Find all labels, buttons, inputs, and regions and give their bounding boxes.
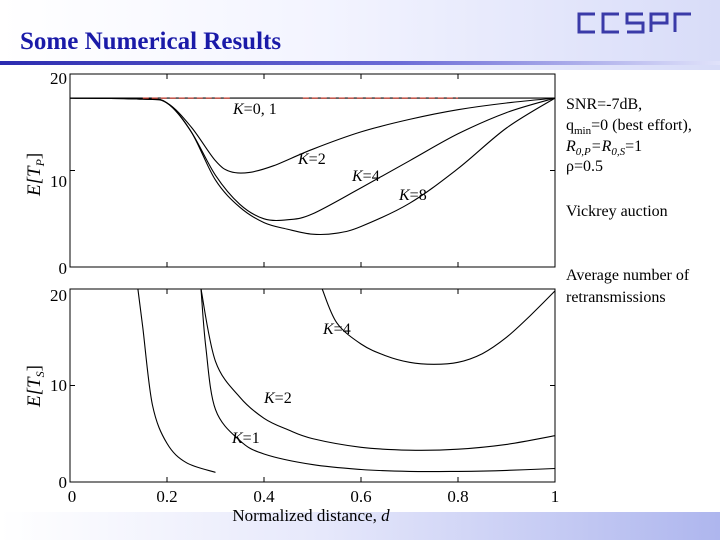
top-series-group xyxy=(70,97,555,236)
bottom-series-line-k-4 xyxy=(321,289,555,365)
bottom-series-line-extra-3 xyxy=(137,289,216,473)
annotation-qmin: qmin=0 (best effort), xyxy=(566,117,692,137)
top-ytick-label: 10 xyxy=(50,172,67,191)
bottom-y-axis-label: E[TS] xyxy=(24,365,47,408)
ccspr-logo xyxy=(577,12,691,34)
title-rule xyxy=(0,61,720,65)
xtick-label: 0.8 xyxy=(447,487,468,506)
xtick-label: 0 xyxy=(68,487,77,506)
bottom-ytick-label: 20 xyxy=(50,286,67,305)
curve-label-k2: K=2 xyxy=(297,151,326,168)
slide-title: Some Numerical Results xyxy=(20,28,282,55)
x-axis-label: Normalized distance, d xyxy=(232,506,390,525)
annotation-avg-line2: retransmissions xyxy=(566,289,666,306)
annotation-auction: Vickrey auction xyxy=(566,203,668,220)
xtick-label: 0.2 xyxy=(156,487,177,506)
xtick-label: 0.4 xyxy=(253,487,275,506)
top-series-line-k-8 xyxy=(70,97,555,236)
curve-label-k1: K=1 xyxy=(231,430,260,447)
annotation-snr: SNR=-7dB, xyxy=(566,96,642,113)
bottom-series-line-k-1 xyxy=(200,289,555,473)
header-banner xyxy=(0,0,720,70)
annotation-avg-line1: Average number of xyxy=(566,267,690,284)
top-ytick-label: 20 xyxy=(50,69,67,88)
tick-group xyxy=(69,73,556,483)
curve-label-k01: K=0, 1 xyxy=(232,101,277,118)
bottom-series-group xyxy=(137,289,555,473)
curve-label-k4: K=4 xyxy=(351,168,380,185)
xtick-label: 0.6 xyxy=(350,487,371,506)
top-plot-frame xyxy=(69,73,556,268)
bottom-plot-frame xyxy=(69,288,556,483)
top-y-axis-label: E[TP] xyxy=(24,153,47,197)
curve-label-k8: K=8 xyxy=(398,187,427,204)
bottom-series-line-k-2 xyxy=(200,289,555,451)
footer-band xyxy=(0,512,720,540)
curve-label-k2: K=2 xyxy=(263,390,292,407)
annotation-rho: ρ=0.5 xyxy=(566,158,603,175)
bottom-ytick-label: 0 xyxy=(59,473,68,492)
annotation-rates: R0,P=R0,S=1 xyxy=(565,138,642,158)
top-ytick-label: 0 xyxy=(59,259,68,278)
xtick-label: 1 xyxy=(551,487,560,506)
bottom-ytick-label: 10 xyxy=(50,376,67,395)
curve-label-k4: K=4 xyxy=(322,321,351,338)
